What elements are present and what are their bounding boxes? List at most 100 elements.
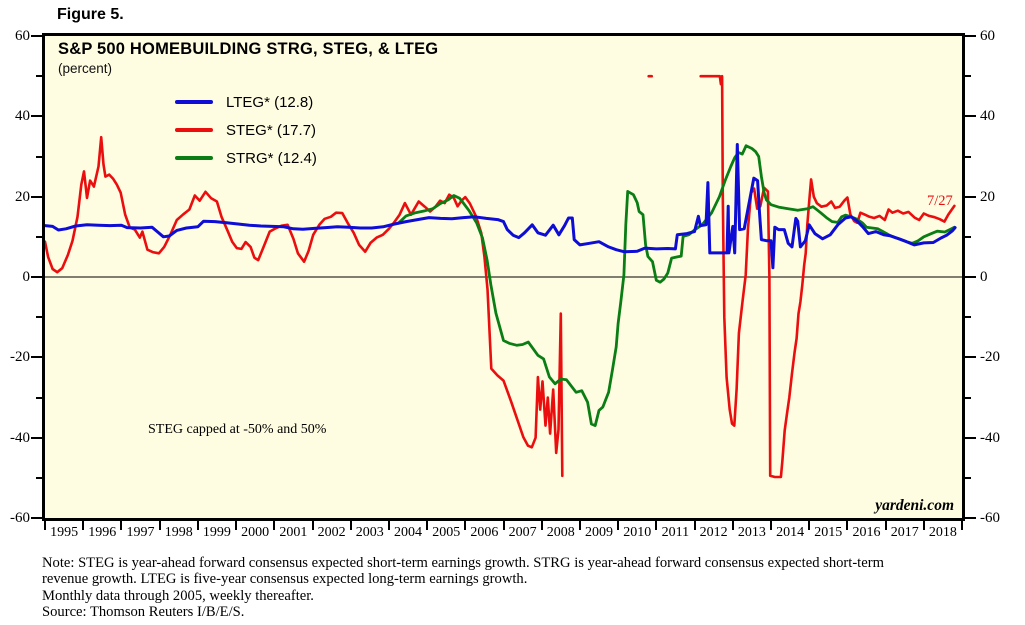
y-axis-tick-right <box>965 517 976 519</box>
figure-label: Figure 5. <box>57 6 124 23</box>
y-axis-tick-right <box>965 276 976 278</box>
footnote-source: Source: Thomson Reuters I/B/E/S. <box>42 604 245 621</box>
x-axis-tick <box>349 521 352 530</box>
y-axis-tick-left <box>31 35 42 37</box>
x-axis-label: 2016 <box>852 525 881 540</box>
x-axis-label: 2007 <box>508 525 537 540</box>
x-axis-label: 2010 <box>623 525 652 540</box>
x-axis-label: 2002 <box>317 525 346 540</box>
y-axis-label-left: -60 <box>10 510 30 526</box>
y-axis-tick-left <box>31 356 42 359</box>
x-axis-tick <box>311 521 314 530</box>
chart-series-canvas <box>45 74 962 479</box>
y-axis-label-left: 20 <box>15 188 30 205</box>
series-line-strg <box>397 144 956 427</box>
y-axis-tick-right <box>965 396 971 399</box>
footnote-frequency: Monthly data through 2005, weekly therea… <box>42 587 314 604</box>
chart-legend: LTEG* (12.8) STEG* (17.7) STRG* (12.4) <box>175 88 317 172</box>
y-axis-tick-right <box>965 476 971 479</box>
series-line-lteg <box>45 143 957 270</box>
y-axis-label-right: 60 <box>980 28 995 44</box>
y-axis-tick-right <box>965 75 971 78</box>
y-axis-tick-left <box>31 276 42 278</box>
x-axis-tick <box>464 521 467 530</box>
x-axis-tick <box>540 521 543 530</box>
x-axis-tick <box>617 521 620 530</box>
x-axis-tick <box>82 521 85 530</box>
legend-label: STRG* (12.4) <box>226 149 317 167</box>
y-axis-label-right: 20 <box>980 188 995 205</box>
x-axis-label: 2008 <box>546 525 575 540</box>
y-axis-label-left: 40 <box>15 108 30 125</box>
y-axis-tick-left <box>31 517 42 519</box>
series-line-steg <box>699 74 956 479</box>
x-axis-label: 2017 <box>890 525 919 540</box>
x-axis-label: 2009 <box>584 525 613 540</box>
x-axis-label: 2011 <box>661 525 690 540</box>
x-axis-label: 2012 <box>699 525 728 540</box>
legend-item-lteg: LTEG* (12.8) <box>175 88 317 116</box>
y-axis-tick-right <box>965 195 976 198</box>
legend-label: LTEG* (12.8) <box>226 93 314 111</box>
series-line-steg <box>45 135 564 478</box>
x-axis-tick <box>846 521 849 530</box>
x-axis-tick <box>731 521 734 530</box>
y-axis-label-right: 0 <box>980 269 988 285</box>
y-axis-label-right: 40 <box>980 108 995 125</box>
chart-plot-area: S&P 500 HOMEBUILDING STRG, STEG, & LTEG … <box>42 33 965 521</box>
y-axis-tick-right <box>965 436 976 439</box>
x-axis-tick <box>693 521 696 530</box>
x-axis-tick <box>387 521 390 530</box>
y-axis-tick-right <box>965 35 976 37</box>
y-axis-tick-left <box>31 195 42 198</box>
y-axis-label-left: 0 <box>22 269 31 285</box>
x-axis-label: 2013 <box>737 525 766 540</box>
y-axis-label-right: -60 <box>980 510 1000 526</box>
y-axis-tick-left <box>36 316 42 319</box>
x-axis-tick <box>273 521 276 530</box>
latest-date-label: 7/27 <box>927 193 953 209</box>
x-axis-tick <box>922 521 925 530</box>
footnotes: Note: STEG is year-ahead forward consens… <box>42 555 930 620</box>
x-axis-label: 1999 <box>202 525 231 540</box>
x-axis-tick <box>502 521 505 530</box>
x-axis-label: 1995 <box>50 525 79 540</box>
x-axis-label: 1997 <box>126 525 155 540</box>
x-axis-label: 1996 <box>88 525 117 540</box>
chart-subtitle: (percent) <box>58 61 113 76</box>
x-axis-label: 2003 <box>355 525 384 540</box>
x-axis-label: 2005 <box>432 525 461 540</box>
x-axis-tick <box>120 521 123 530</box>
x-axis-tick <box>884 521 887 530</box>
x-axis-tick <box>961 521 963 530</box>
x-axis-label: 2014 <box>776 525 805 540</box>
x-axis-label: 2006 <box>470 525 499 540</box>
watermark-yardeni: yardeni.com <box>875 497 954 514</box>
chart-title: S&P 500 HOMEBUILDING STRG, STEG, & LTEG <box>58 40 439 58</box>
cap-annotation: STEG capped at -50% and 50% <box>148 422 327 437</box>
y-axis-tick-left <box>31 436 42 439</box>
y-axis-tick-left <box>36 235 42 238</box>
y-axis-label-left: 60 <box>15 28 30 44</box>
x-axis-tick <box>770 521 772 530</box>
x-axis-tick <box>44 521 46 530</box>
x-axis-label: 2000 <box>241 525 270 540</box>
y-axis-label-left: -40 <box>10 429 30 446</box>
footnote-note: Note: STEG is year-ahead forward consens… <box>42 555 884 588</box>
y-axis-tick-left <box>31 115 42 118</box>
x-axis-label: 2015 <box>814 525 843 540</box>
legend-item-steg: STEG* (17.7) <box>175 116 317 144</box>
y-axis-label-right: -40 <box>980 429 1000 446</box>
y-axis-tick-right <box>965 235 971 238</box>
x-axis-tick <box>426 521 429 530</box>
x-axis-tick <box>235 521 237 530</box>
x-axis-tick <box>158 521 161 530</box>
y-axis-tick-left <box>36 75 42 78</box>
legend-line-swatch-icon <box>175 99 213 105</box>
y-axis-tick-right <box>965 316 971 319</box>
x-axis-tick <box>196 521 199 530</box>
x-axis-tick <box>808 521 811 530</box>
legend-label: STEG* (17.7) <box>226 121 317 139</box>
y-axis-tick-left <box>36 476 42 479</box>
